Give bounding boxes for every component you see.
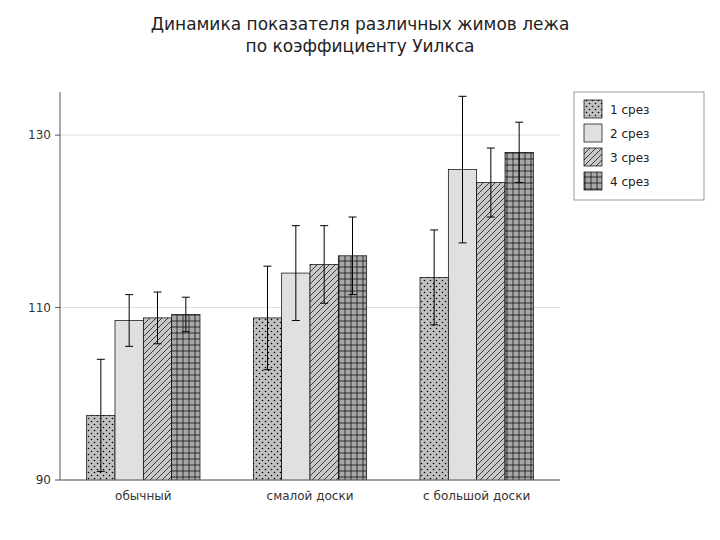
legend-label: 1 срез: [610, 103, 649, 117]
error-bar: [264, 266, 272, 369]
chart-title-line: по коэффициенту Уилкса: [246, 36, 475, 56]
y-tick-label: 130: [28, 128, 51, 142]
grid-line: [60, 480, 560, 481]
legend-frame: [574, 92, 704, 200]
error-bar: [154, 292, 162, 344]
y-tick-label: 110: [28, 301, 51, 315]
y-tick: [55, 480, 60, 481]
y-tick-label: 90: [36, 473, 51, 487]
chart-svg: Динамика показателя различных жимов лежа…: [0, 0, 720, 540]
bar: [172, 314, 200, 480]
grid-line: [60, 135, 560, 136]
error-bar: [459, 96, 467, 243]
error-bar: [182, 297, 190, 331]
error-bar: [292, 226, 300, 321]
legend-label: 3 срез: [610, 151, 649, 165]
bar-series: [87, 230, 449, 480]
legend-label: 4 срез: [610, 175, 649, 189]
legend-label: 2 срез: [610, 127, 649, 141]
error-bar: [487, 148, 495, 217]
bar: [505, 152, 533, 480]
chart-title: Динамика показателя различных жимов лежа…: [151, 14, 570, 56]
bar-series: [143, 148, 505, 480]
x-axis-line: [60, 480, 560, 481]
chart-title-line: Динамика показателя различных жимов лежа: [151, 14, 570, 34]
error-bar: [430, 230, 438, 325]
bars: [87, 96, 534, 480]
error-bar: [349, 217, 357, 295]
y-tick: [55, 307, 60, 308]
error-bar: [125, 295, 133, 347]
y-tick: [55, 135, 60, 136]
bar-series: [115, 96, 477, 480]
bar: [477, 183, 505, 480]
x-tick-label: с большой доски: [423, 489, 530, 503]
legend-swatch: [584, 148, 602, 166]
error-bar: [320, 226, 328, 304]
legend-swatch: [584, 172, 602, 190]
bar-series: [172, 122, 534, 480]
y-axis-line: [60, 92, 61, 480]
legend: 1 срез 2 срез 3 срез 4 срез: [574, 92, 704, 200]
error-bar: [515, 122, 523, 182]
legend-swatch: [584, 100, 602, 118]
x-tick-label: смалой доски: [267, 489, 354, 503]
legend-swatch: [584, 124, 602, 142]
x-tick-label: обычный: [115, 489, 171, 503]
error-bar: [97, 359, 105, 471]
